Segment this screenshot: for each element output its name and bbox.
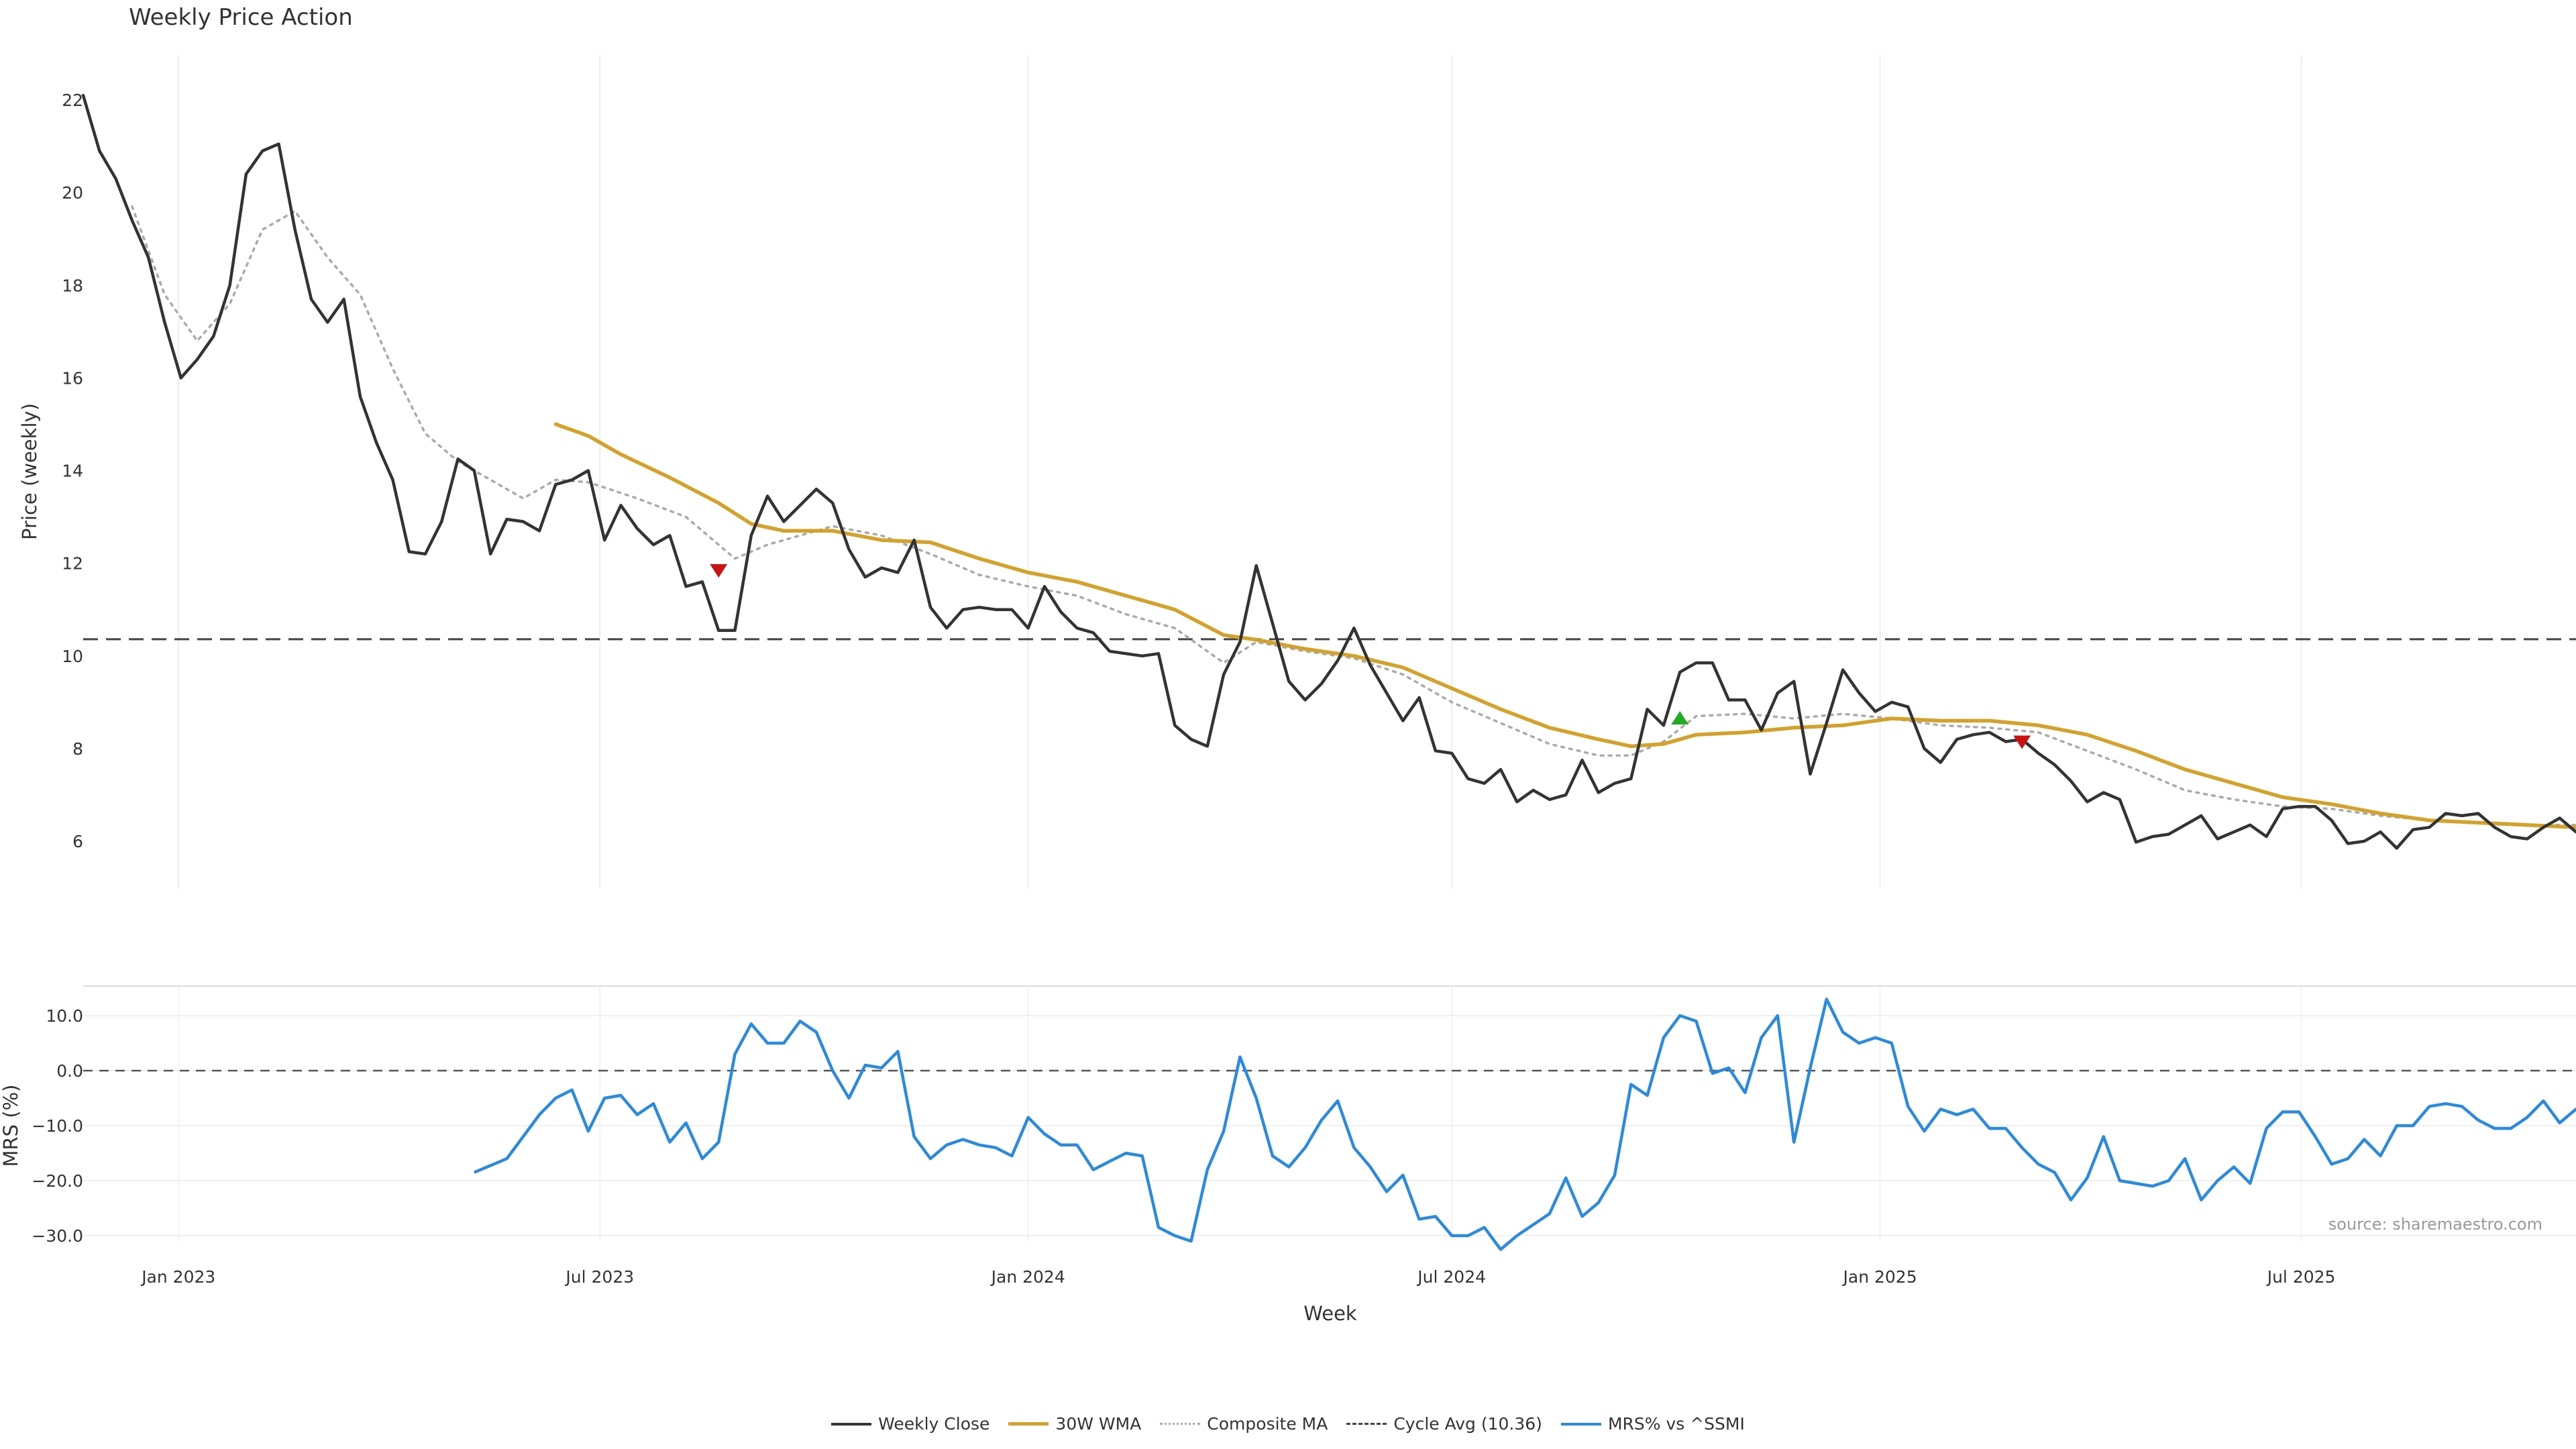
legend-item-composite: Composite MA	[1160, 1414, 1328, 1434]
price-y-tick-label: 10	[62, 647, 83, 666]
legend-swatch-wma	[1008, 1422, 1049, 1426]
mrs-line	[474, 998, 2576, 1251]
mrs-y-tick-label: −30.0	[32, 1226, 83, 1246]
price-y-tick-label: 20	[62, 183, 83, 203]
legend-item-cycle-avg: Cycle Avg (10.36)	[1346, 1414, 1542, 1434]
x-tick-label: Jul 2025	[2266, 1267, 2336, 1287]
x-tick-label: Jan 2024	[990, 1267, 1065, 1287]
weekly-close-line	[81, 93, 2576, 850]
x-tick-label: Jul 2024	[1416, 1267, 1486, 1287]
legend-item-wma: 30W WMA	[1008, 1414, 1141, 1434]
wma-30w-line	[553, 422, 2576, 830]
price-axis-title: Price (weekly)	[18, 403, 41, 540]
grid-layer	[83, 55, 2576, 1241]
price-y-tick-label: 22	[62, 91, 83, 110]
sell-signal-marker	[2013, 735, 2031, 749]
legend-item-weekly-close: Weekly Close	[831, 1414, 989, 1434]
x-axis-title: Week	[1303, 1302, 1357, 1325]
price-y-tick-label: 6	[72, 832, 83, 851]
price-y-tick-label: 8	[72, 739, 83, 759]
x-tick-label: Jan 2025	[1842, 1267, 1917, 1287]
mrs-y-tick-label: −20.0	[32, 1171, 83, 1191]
legend-label: Weekly Close	[878, 1414, 990, 1434]
legend-label: 30W WMA	[1055, 1414, 1142, 1434]
x-tick-label: Jan 2023	[140, 1267, 215, 1287]
chart-title: Weekly Price Action	[129, 4, 353, 31]
price-y-tick-label: 14	[62, 462, 83, 481]
legend-swatch-close	[831, 1422, 872, 1426]
mrs-y-tick-label: 0.0	[56, 1061, 83, 1081]
buy-signal-marker	[1671, 710, 1689, 724]
legend-item-mrs: MRS% vs ^SSMI	[1560, 1414, 1745, 1434]
x-tick-label: Jul 2023	[564, 1267, 634, 1287]
price-y-tick-label: 18	[62, 276, 83, 295]
legend-swatch-composite	[1160, 1423, 1201, 1425]
signal-markers	[710, 564, 2031, 749]
legend-label: Cycle Avg (10.36)	[1393, 1414, 1542, 1434]
legend-swatch-cycle	[1346, 1423, 1387, 1425]
legend-swatch-mrs	[1560, 1422, 1601, 1426]
axis-labels: Jan 2023 Jul 2023 Jan 2024 Jul 2024 Jan 2025…	[32, 91, 2335, 1287]
chart-legend: Weekly Close 30W WMA Composite MA Cycle …	[0, 1414, 2576, 1434]
series-layer	[81, 93, 2576, 1251]
reference-lines	[83, 638, 2576, 1072]
source-credit: source: sharemaestro.com	[2328, 1215, 2542, 1234]
composite-ma-line	[131, 205, 2576, 826]
price-y-tick-label: 12	[62, 554, 83, 574]
legend-label: MRS% vs ^SSMI	[1607, 1414, 1745, 1434]
legend-label: Composite MA	[1207, 1414, 1328, 1434]
mrs-y-tick-label: −10.0	[32, 1116, 83, 1136]
mrs-y-tick-label: 10.0	[46, 1006, 83, 1026]
mrs-axis-title: MRS (%)	[0, 1085, 22, 1167]
sell-signal-marker	[710, 564, 728, 578]
price-y-tick-label: 16	[62, 368, 83, 388]
